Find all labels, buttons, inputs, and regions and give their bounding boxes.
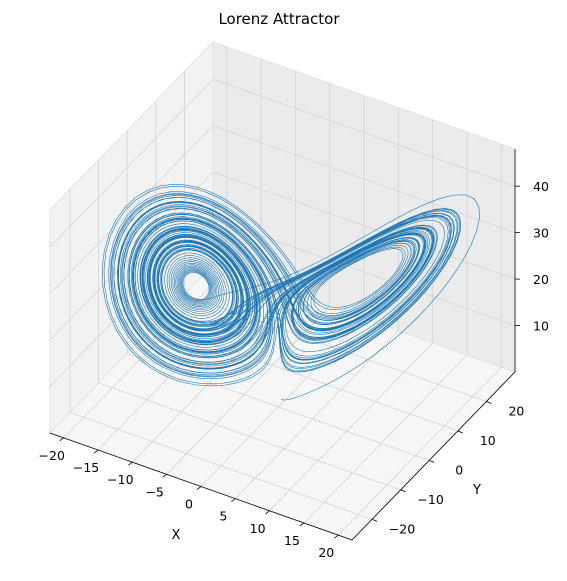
z-tick-label: 10 xyxy=(533,319,549,334)
y-grid-line xyxy=(126,130,430,461)
x-grid-line xyxy=(338,144,502,536)
x-tick-mark xyxy=(93,449,99,454)
y-tick-mark xyxy=(457,430,463,434)
x-grid-line xyxy=(303,132,468,524)
y-tick-label: −10 xyxy=(417,492,443,507)
y-grid-line xyxy=(98,159,401,491)
y-tick-mark xyxy=(486,401,492,404)
x-tick-label: 5 xyxy=(219,509,227,524)
y-axis-line xyxy=(351,371,516,541)
z-tick-label: 30 xyxy=(533,226,549,241)
x-grid-line xyxy=(166,83,331,475)
chart-title: Lorenz Attractor xyxy=(218,10,340,28)
x-grid-line xyxy=(235,107,399,499)
x-tick-label: 15 xyxy=(284,533,300,548)
x-grid-line xyxy=(200,95,365,487)
x-tick-mark xyxy=(265,510,270,515)
y-grid-line xyxy=(69,189,373,520)
x-tick-mark xyxy=(59,437,64,442)
y-tick-label: 0 xyxy=(455,462,463,477)
grid-lines xyxy=(49,46,516,536)
lorenz-curve xyxy=(101,183,480,401)
x-axis-label: X xyxy=(172,528,181,543)
x-tick-mark xyxy=(231,498,236,502)
x-grid-line xyxy=(269,119,434,512)
x-tick-label: −10 xyxy=(107,472,133,487)
x-tick-mark xyxy=(299,522,305,527)
x-tick-mark xyxy=(162,474,167,478)
x-tick-label: 0 xyxy=(185,497,193,512)
x-tick-mark xyxy=(334,534,339,539)
lorenz-trajectory xyxy=(101,183,480,401)
y-tick-mark xyxy=(400,489,406,493)
x-tick-mark xyxy=(196,486,202,490)
y-axis-label: Y xyxy=(472,483,481,498)
x-tick-label: 10 xyxy=(250,521,266,536)
x-tick-label: −15 xyxy=(73,460,99,475)
z-grid-line xyxy=(49,218,516,387)
z-tick-label: 20 xyxy=(533,272,549,287)
x-grid-line xyxy=(97,59,262,451)
y-tick-label: −20 xyxy=(389,521,415,536)
z-grid-line xyxy=(49,78,516,248)
y-tick-mark xyxy=(371,518,378,522)
x-tick-mark xyxy=(128,461,133,466)
x-tick-label: −20 xyxy=(39,448,65,463)
z-grid-line xyxy=(49,125,516,294)
y-tick-label: 10 xyxy=(480,433,496,448)
y-tick-mark xyxy=(429,460,435,463)
z-tick-label: 40 xyxy=(533,179,549,194)
x-tick-label: 20 xyxy=(318,545,334,560)
y-tick-label: 20 xyxy=(508,403,524,418)
x-tick-label: −5 xyxy=(145,484,163,499)
